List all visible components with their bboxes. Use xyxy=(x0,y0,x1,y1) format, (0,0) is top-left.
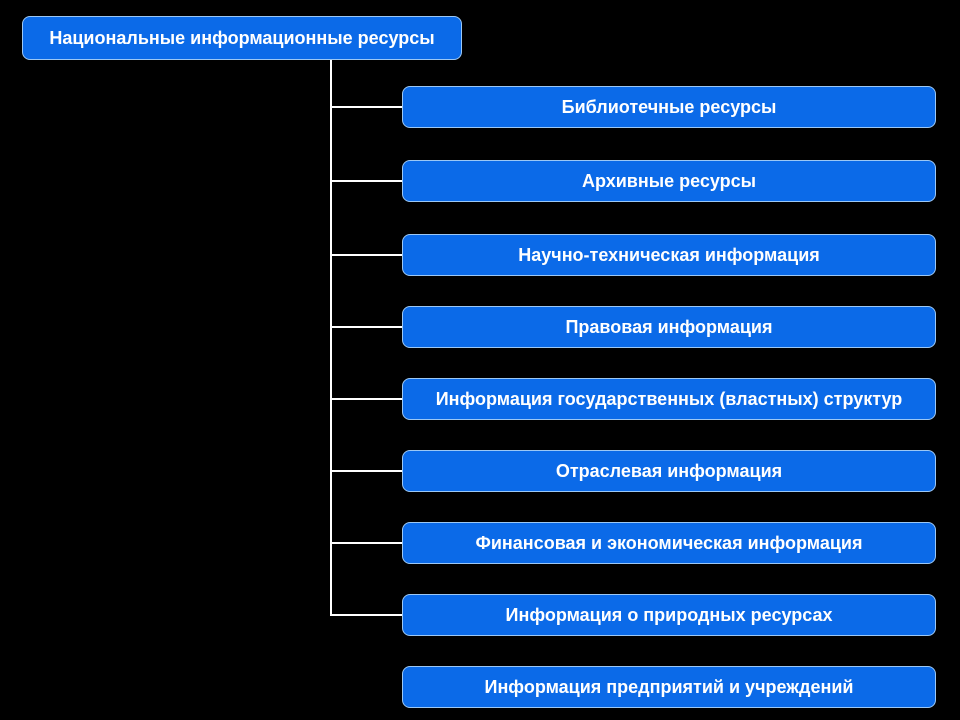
child-node-7: Информация о природных ресурсах xyxy=(402,594,936,636)
child-node-3: Правовая информация xyxy=(402,306,936,348)
branch-line-6 xyxy=(330,542,402,544)
root-node: Национальные информационные ресурсы xyxy=(22,16,462,60)
child-node-1: Архивные ресурсы xyxy=(402,160,936,202)
branch-line-2 xyxy=(330,254,402,256)
branch-line-4 xyxy=(330,398,402,400)
child-node-7-label: Информация о природных ресурсах xyxy=(506,605,833,626)
child-node-0-label: Библиотечные ресурсы xyxy=(562,97,777,118)
branch-line-0 xyxy=(330,106,402,108)
child-node-5: Отраслевая информация xyxy=(402,450,936,492)
child-node-2-label: Научно-техническая информация xyxy=(518,245,820,266)
trunk-line xyxy=(330,60,332,616)
child-node-3-label: Правовая информация xyxy=(565,317,772,338)
child-node-2: Научно-техническая информация xyxy=(402,234,936,276)
branch-line-7 xyxy=(330,614,402,616)
root-node-label: Национальные информационные ресурсы xyxy=(49,28,434,49)
child-node-8: Информация предприятий и учреждений xyxy=(402,666,936,708)
child-node-1-label: Архивные ресурсы xyxy=(582,171,756,192)
child-node-6-label: Финансовая и экономическая информация xyxy=(476,533,863,554)
branch-line-3 xyxy=(330,326,402,328)
child-node-8-label: Информация предприятий и учреждений xyxy=(485,677,854,698)
branch-line-1 xyxy=(330,180,402,182)
branch-line-5 xyxy=(330,470,402,472)
child-node-4: Информация государственных (властных) ст… xyxy=(402,378,936,420)
child-node-0: Библиотечные ресурсы xyxy=(402,86,936,128)
child-node-5-label: Отраслевая информация xyxy=(556,461,782,482)
child-node-6: Финансовая и экономическая информация xyxy=(402,522,936,564)
child-node-4-label: Информация государственных (властных) ст… xyxy=(436,389,903,410)
